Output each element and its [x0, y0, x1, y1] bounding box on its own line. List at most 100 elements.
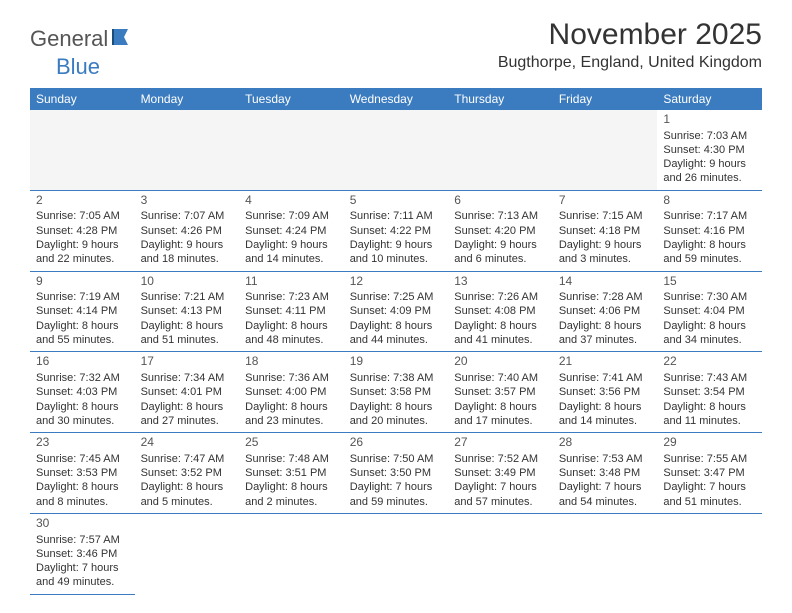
sunset-text: Sunset: 4:14 PM — [36, 304, 129, 318]
weekday-header: Monday — [135, 88, 240, 110]
day-number: 14 — [559, 274, 652, 290]
sunset-text: Sunset: 4:26 PM — [141, 224, 234, 238]
sunset-text: Sunset: 3:49 PM — [454, 466, 547, 480]
daylight-text: Daylight: 8 hours and 11 minutes. — [663, 400, 756, 429]
calendar-cell: 11Sunrise: 7:23 AMSunset: 4:11 PMDayligh… — [239, 271, 344, 352]
daylight-text: Daylight: 8 hours and 51 minutes. — [141, 319, 234, 348]
sunrise-text: Sunrise: 7:41 AM — [559, 371, 652, 385]
sunset-text: Sunset: 4:09 PM — [350, 304, 443, 318]
logo: General — [30, 26, 142, 52]
daylight-text: Daylight: 7 hours and 51 minutes. — [663, 480, 756, 509]
sunrise-text: Sunrise: 7:21 AM — [141, 290, 234, 304]
day-number: 28 — [559, 435, 652, 451]
calendar-cell: 2Sunrise: 7:05 AMSunset: 4:28 PMDaylight… — [30, 190, 135, 271]
sunset-text: Sunset: 4:16 PM — [663, 224, 756, 238]
calendar-cell: 25Sunrise: 7:48 AMSunset: 3:51 PMDayligh… — [239, 433, 344, 514]
sunset-text: Sunset: 4:28 PM — [36, 224, 129, 238]
sunset-text: Sunset: 4:00 PM — [245, 385, 338, 399]
sunrise-text: Sunrise: 7:38 AM — [350, 371, 443, 385]
daylight-text: Daylight: 8 hours and 27 minutes. — [141, 400, 234, 429]
daylight-text: Daylight: 9 hours and 22 minutes. — [36, 238, 129, 267]
sunrise-text: Sunrise: 7:26 AM — [454, 290, 547, 304]
calendar-cell: 17Sunrise: 7:34 AMSunset: 4:01 PMDayligh… — [135, 352, 240, 433]
sunrise-text: Sunrise: 7:53 AM — [559, 452, 652, 466]
sunset-text: Sunset: 4:04 PM — [663, 304, 756, 318]
sunrise-text: Sunrise: 7:57 AM — [36, 533, 129, 547]
sunrise-text: Sunrise: 7:36 AM — [245, 371, 338, 385]
calendar-cell — [239, 513, 344, 594]
day-number: 13 — [454, 274, 547, 290]
sunset-text: Sunset: 4:24 PM — [245, 224, 338, 238]
day-number: 22 — [663, 354, 756, 370]
sunset-text: Sunset: 3:46 PM — [36, 547, 129, 561]
month-title: November 2025 — [498, 18, 762, 52]
weekday-header: Saturday — [657, 88, 762, 110]
daylight-text: Daylight: 8 hours and 17 minutes. — [454, 400, 547, 429]
day-number: 30 — [36, 516, 129, 532]
weekday-header: Sunday — [30, 88, 135, 110]
day-number: 3 — [141, 193, 234, 209]
sunrise-text: Sunrise: 7:34 AM — [141, 371, 234, 385]
daylight-text: Daylight: 8 hours and 23 minutes. — [245, 400, 338, 429]
sunrise-text: Sunrise: 7:15 AM — [559, 209, 652, 223]
daylight-text: Daylight: 8 hours and 8 minutes. — [36, 480, 129, 509]
sunset-text: Sunset: 3:57 PM — [454, 385, 547, 399]
day-number: 7 — [559, 193, 652, 209]
sunset-text: Sunset: 4:13 PM — [141, 304, 234, 318]
calendar-table: SundayMondayTuesdayWednesdayThursdayFrid… — [30, 88, 762, 595]
daylight-text: Daylight: 8 hours and 2 minutes. — [245, 480, 338, 509]
sunset-text: Sunset: 4:22 PM — [350, 224, 443, 238]
day-number: 29 — [663, 435, 756, 451]
sunrise-text: Sunrise: 7:50 AM — [350, 452, 443, 466]
calendar-cell: 8Sunrise: 7:17 AMSunset: 4:16 PMDaylight… — [657, 190, 762, 271]
daylight-text: Daylight: 8 hours and 30 minutes. — [36, 400, 129, 429]
sunset-text: Sunset: 3:47 PM — [663, 466, 756, 480]
calendar-cell: 30Sunrise: 7:57 AMSunset: 3:46 PMDayligh… — [30, 513, 135, 594]
location-text: Bugthorpe, England, United Kingdom — [498, 54, 762, 72]
calendar-cell — [657, 513, 762, 594]
calendar-cell: 27Sunrise: 7:52 AMSunset: 3:49 PMDayligh… — [448, 433, 553, 514]
sunrise-text: Sunrise: 7:55 AM — [663, 452, 756, 466]
day-number: 11 — [245, 274, 338, 290]
day-number: 16 — [36, 354, 129, 370]
calendar-cell: 20Sunrise: 7:40 AMSunset: 3:57 PMDayligh… — [448, 352, 553, 433]
calendar-cell — [30, 110, 135, 190]
sunset-text: Sunset: 4:18 PM — [559, 224, 652, 238]
calendar-cell: 23Sunrise: 7:45 AMSunset: 3:53 PMDayligh… — [30, 433, 135, 514]
calendar-cell — [553, 110, 658, 190]
calendar-cell — [344, 110, 449, 190]
daylight-text: Daylight: 7 hours and 54 minutes. — [559, 480, 652, 509]
calendar-cell — [239, 110, 344, 190]
day-number: 12 — [350, 274, 443, 290]
calendar-cell: 22Sunrise: 7:43 AMSunset: 3:54 PMDayligh… — [657, 352, 762, 433]
sunrise-text: Sunrise: 7:09 AM — [245, 209, 338, 223]
sunrise-text: Sunrise: 7:30 AM — [663, 290, 756, 304]
calendar-cell — [135, 513, 240, 594]
sunset-text: Sunset: 3:51 PM — [245, 466, 338, 480]
calendar-cell: 24Sunrise: 7:47 AMSunset: 3:52 PMDayligh… — [135, 433, 240, 514]
daylight-text: Daylight: 9 hours and 14 minutes. — [245, 238, 338, 267]
day-number: 4 — [245, 193, 338, 209]
daylight-text: Daylight: 8 hours and 41 minutes. — [454, 319, 547, 348]
day-number: 9 — [36, 274, 129, 290]
sunset-text: Sunset: 4:06 PM — [559, 304, 652, 318]
daylight-text: Daylight: 8 hours and 14 minutes. — [559, 400, 652, 429]
calendar-cell — [344, 513, 449, 594]
calendar-cell: 15Sunrise: 7:30 AMSunset: 4:04 PMDayligh… — [657, 271, 762, 352]
daylight-text: Daylight: 8 hours and 37 minutes. — [559, 319, 652, 348]
sunrise-text: Sunrise: 7:43 AM — [663, 371, 756, 385]
calendar-cell: 26Sunrise: 7:50 AMSunset: 3:50 PMDayligh… — [344, 433, 449, 514]
daylight-text: Daylight: 8 hours and 44 minutes. — [350, 319, 443, 348]
day-number: 25 — [245, 435, 338, 451]
daylight-text: Daylight: 8 hours and 34 minutes. — [663, 319, 756, 348]
weekday-header: Tuesday — [239, 88, 344, 110]
day-number: 15 — [663, 274, 756, 290]
sunrise-text: Sunrise: 7:05 AM — [36, 209, 129, 223]
sunrise-text: Sunrise: 7:48 AM — [245, 452, 338, 466]
day-number: 18 — [245, 354, 338, 370]
flag-icon — [112, 27, 138, 52]
calendar-cell: 28Sunrise: 7:53 AMSunset: 3:48 PMDayligh… — [553, 433, 658, 514]
day-number: 1 — [663, 112, 756, 128]
weekday-header: Wednesday — [344, 88, 449, 110]
calendar-cell: 12Sunrise: 7:25 AMSunset: 4:09 PMDayligh… — [344, 271, 449, 352]
